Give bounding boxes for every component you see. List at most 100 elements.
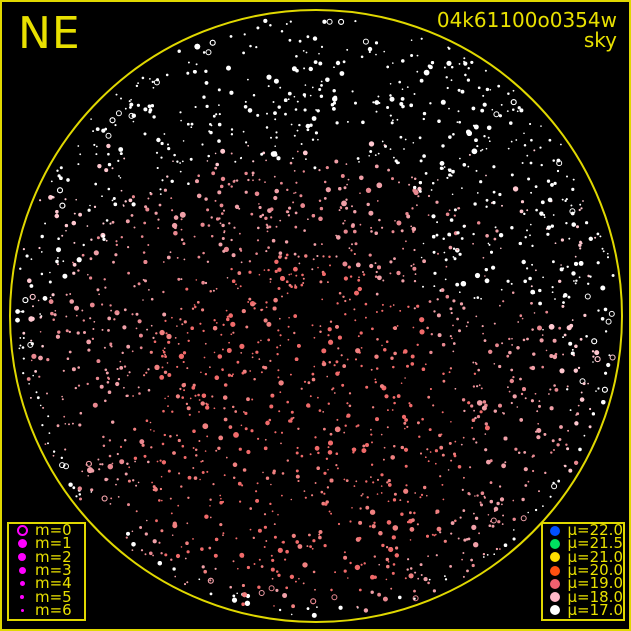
star [145, 207, 150, 212]
star [366, 496, 369, 499]
star [530, 365, 536, 371]
star [251, 352, 254, 355]
star [213, 407, 216, 410]
star [579, 337, 583, 341]
image-title: 04k61100o0354w sky [437, 10, 617, 50]
star [39, 331, 42, 333]
star [318, 199, 322, 202]
star [179, 318, 182, 321]
star [277, 329, 280, 332]
star [497, 84, 501, 88]
star [244, 411, 248, 415]
star [390, 455, 396, 460]
star [124, 472, 128, 476]
star [365, 505, 370, 510]
star [72, 261, 74, 264]
star [202, 423, 209, 430]
star [232, 405, 235, 409]
star [327, 327, 332, 332]
star [594, 236, 597, 239]
star [138, 392, 141, 395]
star [200, 222, 205, 227]
star [152, 485, 156, 489]
star [435, 533, 437, 536]
star [296, 100, 299, 103]
star [154, 211, 158, 215]
star [463, 60, 465, 63]
star [260, 152, 264, 156]
star [149, 429, 152, 431]
star [493, 553, 496, 555]
star [69, 299, 74, 304]
star [370, 230, 373, 233]
star [101, 234, 105, 238]
star [187, 122, 190, 126]
star [451, 337, 453, 340]
star [441, 144, 445, 148]
star [527, 480, 530, 483]
star [359, 331, 363, 335]
star [295, 274, 298, 277]
star [279, 334, 282, 337]
star [99, 463, 102, 466]
star [288, 316, 290, 319]
star [50, 311, 54, 316]
star [534, 393, 537, 395]
star [327, 450, 333, 455]
star [389, 272, 392, 275]
star [142, 251, 146, 254]
star [400, 229, 404, 233]
star [318, 530, 323, 534]
star [226, 65, 231, 71]
star [474, 272, 481, 279]
star [446, 60, 452, 66]
star [230, 333, 233, 336]
star [106, 143, 111, 149]
star [336, 235, 341, 240]
star [244, 427, 248, 431]
star [537, 325, 542, 331]
star [501, 463, 506, 469]
star [524, 236, 527, 239]
star [243, 105, 248, 109]
star [328, 255, 331, 258]
star [119, 360, 122, 363]
star [552, 481, 555, 485]
star [426, 534, 429, 538]
star [512, 376, 515, 379]
star [229, 90, 234, 95]
star [441, 453, 445, 457]
star [565, 222, 568, 225]
star [512, 89, 515, 92]
star [579, 378, 586, 385]
star [579, 247, 582, 250]
star [260, 308, 263, 312]
star [209, 592, 213, 596]
star [550, 183, 554, 187]
star [459, 302, 464, 306]
star [227, 373, 231, 377]
star [119, 366, 124, 370]
star [207, 577, 214, 584]
star [109, 342, 113, 346]
star [129, 102, 134, 107]
star [267, 338, 271, 342]
star [278, 608, 282, 612]
star [158, 203, 162, 207]
star [551, 483, 558, 490]
star [143, 374, 146, 377]
star [143, 107, 148, 112]
star [345, 163, 348, 165]
star [538, 490, 540, 493]
star [374, 275, 378, 278]
star [524, 484, 528, 487]
star [314, 131, 318, 135]
star [370, 574, 375, 580]
star [382, 279, 385, 282]
star [187, 496, 190, 499]
star [349, 275, 353, 278]
star [516, 110, 519, 113]
star [218, 435, 224, 441]
star [242, 555, 244, 558]
star [534, 185, 538, 189]
